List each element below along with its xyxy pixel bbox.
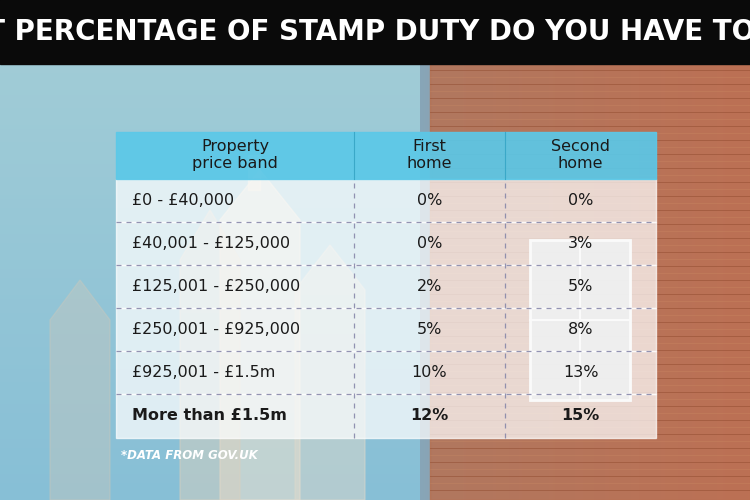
- Text: 0%: 0%: [417, 193, 442, 208]
- Text: Second
home: Second home: [551, 139, 610, 172]
- Text: 5%: 5%: [568, 279, 593, 294]
- Text: £0 - £40,000: £0 - £40,000: [133, 193, 235, 208]
- Bar: [116, 132, 656, 179]
- Text: £125,001 - £250,000: £125,001 - £250,000: [133, 279, 301, 294]
- Bar: [116, 179, 656, 222]
- Text: 13%: 13%: [563, 366, 598, 380]
- Text: *DATA FROM GOV.UK: *DATA FROM GOV.UK: [122, 449, 258, 462]
- Text: More than £1.5m: More than £1.5m: [133, 408, 287, 424]
- Bar: [530, 240, 630, 400]
- Polygon shape: [220, 170, 300, 500]
- Bar: [530, 240, 630, 400]
- Text: £925,001 - £1.5m: £925,001 - £1.5m: [133, 366, 276, 380]
- Bar: [0, 64, 750, 500]
- Text: First
home: First home: [406, 139, 452, 172]
- Text: 12%: 12%: [410, 408, 448, 424]
- Text: 0%: 0%: [417, 236, 442, 251]
- Bar: [116, 265, 656, 308]
- Polygon shape: [295, 245, 365, 500]
- Bar: [116, 222, 656, 265]
- Text: WHAT PERCENTAGE OF STAMP DUTY DO YOU HAVE TO PAY?: WHAT PERCENTAGE OF STAMP DUTY DO YOU HAV…: [0, 18, 750, 46]
- Text: 15%: 15%: [562, 408, 600, 424]
- Polygon shape: [50, 280, 110, 500]
- Bar: [0, 0, 750, 64]
- Bar: [116, 352, 656, 395]
- Bar: [430, 64, 750, 500]
- Text: 2%: 2%: [417, 279, 442, 294]
- Text: £40,001 - £125,000: £40,001 - £125,000: [133, 236, 290, 251]
- Text: 10%: 10%: [412, 366, 447, 380]
- Bar: [248, 155, 260, 190]
- Text: 5%: 5%: [417, 322, 442, 338]
- Bar: [116, 308, 656, 352]
- Bar: [116, 394, 656, 438]
- Polygon shape: [180, 210, 240, 500]
- Text: 0%: 0%: [568, 193, 593, 208]
- Text: £250,001 - £925,000: £250,001 - £925,000: [133, 322, 301, 338]
- Text: Property
price band: Property price band: [192, 139, 278, 172]
- Text: 8%: 8%: [568, 322, 593, 338]
- Text: 3%: 3%: [568, 236, 593, 251]
